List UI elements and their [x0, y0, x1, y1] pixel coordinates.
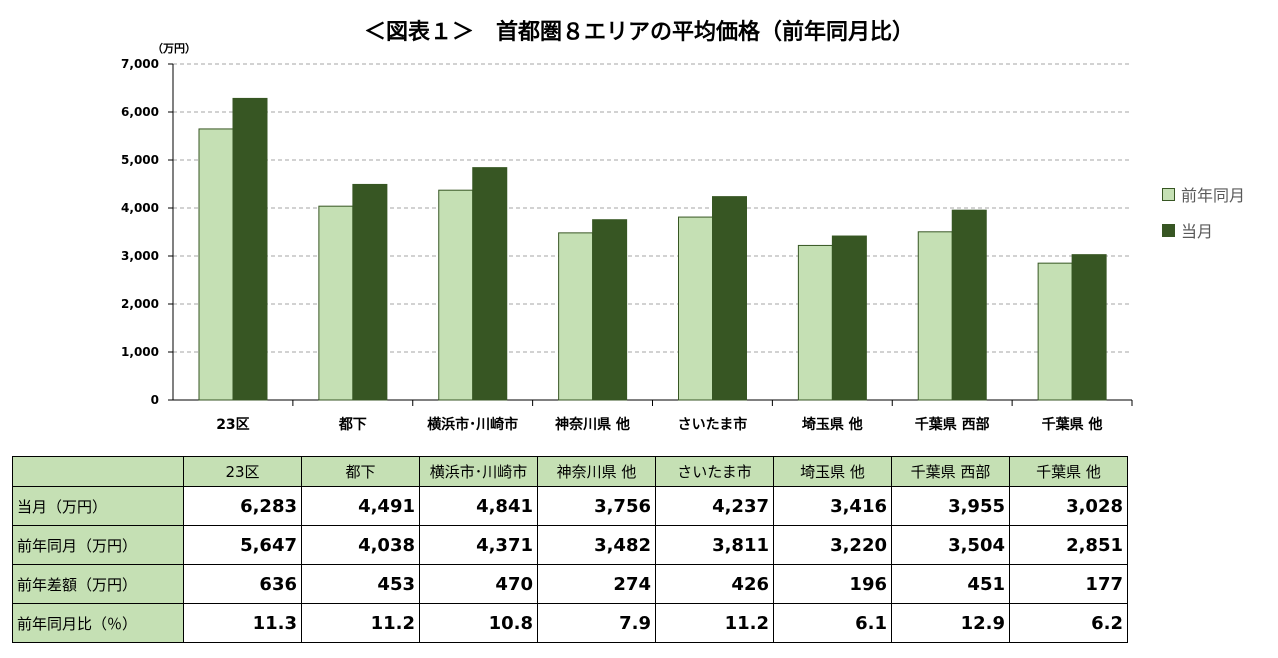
table-cell: 453 [301, 564, 420, 604]
x-tick-label: 埼玉県 他 [802, 416, 863, 433]
table-cell: 2,851 [1009, 525, 1128, 565]
table-cell: 12.9 [891, 603, 1010, 643]
table-cell: 4,371 [419, 525, 538, 565]
legend-label: 前年同月 [1181, 186, 1246, 205]
y-tick-label: 4,000 [121, 201, 159, 215]
row-header: 前年同月比（％） [12, 603, 184, 643]
table-cell: 3,416 [773, 486, 892, 526]
legend-swatch [1162, 223, 1175, 237]
table-cell: 3,028 [1009, 486, 1128, 526]
table-cell: 5,647 [183, 525, 302, 565]
bar-prev [198, 128, 234, 401]
table-cell: 7.9 [537, 603, 656, 643]
x-tick-label: 千葉県 他 [1042, 416, 1103, 433]
bar-current [352, 183, 388, 401]
legend-item-current: 当月 [1162, 218, 1213, 242]
bar-prev [917, 231, 953, 401]
y-tick-label: 7,000 [121, 57, 159, 71]
x-tick-label: 都下 [338, 417, 367, 433]
table-cell: 470 [419, 564, 538, 604]
table-cell: 11.3 [183, 603, 302, 643]
bar-chart: 0 1,000 2,000 3,000 4,000 5,000 6,000 7,000 23区 都… [121, 57, 1133, 433]
column-header: さいたま市 [655, 456, 774, 487]
bar-prev [1037, 262, 1073, 401]
column-header: 千葉県 他 [1009, 456, 1128, 487]
corner-cell [12, 456, 184, 487]
row-header: 前年差額（万円） [12, 564, 184, 604]
table-cell: 6,283 [183, 486, 302, 526]
table-cell: 6.1 [773, 603, 892, 643]
table-cell: 274 [537, 564, 656, 604]
y-tick-label: 1,000 [121, 345, 159, 359]
legend-swatch [1162, 187, 1175, 201]
column-header: 埼玉県 他 [773, 456, 892, 487]
column-header: 都下 [301, 456, 420, 487]
table-row: 前年同月（万円） 5,647 4,038 4,371 3,482 3,811 3,220 3,… [12, 525, 1128, 565]
y-axis-unit: （万円） [152, 42, 196, 55]
column-header: 横浜市･川崎市 [419, 456, 538, 487]
y-tick-label: 2,000 [121, 297, 159, 311]
table-cell: 636 [183, 564, 302, 604]
bar-prev [318, 205, 354, 401]
table-row: 当月（万円） 6,283 4,491 4,841 3,756 4,237 3,416 3,95… [12, 486, 1128, 526]
bar-prev [438, 189, 474, 401]
bar-current [951, 209, 987, 401]
bar-current [592, 219, 628, 401]
table-cell: 10.8 [419, 603, 538, 643]
column-header: 千葉県 西部 [891, 456, 1010, 487]
bar-current [712, 196, 747, 401]
table-cell: 3,220 [773, 525, 892, 565]
legend-label: 当月 [1181, 222, 1214, 241]
legend-item-prev: 前年同月 [1162, 182, 1245, 206]
bar-prev [797, 244, 833, 401]
y-tick-label: 5,000 [121, 153, 159, 167]
bar-prev [678, 216, 713, 401]
bar-current [831, 235, 867, 401]
table-cell: 177 [1009, 564, 1128, 604]
table-cell: 4,038 [301, 525, 420, 565]
table-row: 前年同月比（％） 11.3 11.2 10.8 7.9 11.2 6.1 12.9 6.2 [12, 603, 1128, 643]
row-header: 前年同月（万円） [12, 525, 184, 565]
y-tick-label: 3,000 [121, 249, 159, 263]
y-tick-label: 6,000 [121, 105, 159, 119]
table-cell: 11.2 [655, 603, 774, 643]
table-cell: 426 [655, 564, 774, 604]
bar-current [1071, 254, 1107, 401]
table-cell: 4,841 [419, 486, 538, 526]
table-cell: 4,237 [655, 486, 774, 526]
y-tick-label: 0 [151, 393, 159, 407]
table-cell: 3,811 [655, 525, 774, 565]
table-cell: 3,482 [537, 525, 656, 565]
bar-current [232, 97, 268, 401]
table-cell: 451 [891, 564, 1010, 604]
x-tick-label: 神奈川県 他 [555, 416, 630, 433]
table-header-row: 23区 都下 横浜市･川崎市 神奈川県 他さいたま市 埼玉県 他千葉県 西部 千葉県 他 [12, 456, 1128, 487]
table-cell: 4,491 [301, 486, 420, 526]
bar-prev [558, 232, 594, 401]
x-tick-label: 千葉県 西部 [915, 416, 990, 433]
row-header: 当月（万円） [12, 486, 184, 526]
table-cell: 3,504 [891, 525, 1010, 565]
table-cell: 11.2 [301, 603, 420, 643]
chart-title: ＜図表１＞ 首都圏８エリアの平均価格（前年同月比） [363, 20, 914, 45]
data-table: 23区 都下 横浜市･川崎市 神奈川県 他さいたま市 埼玉県 他千葉県 西部 千葉県 他当… [12, 456, 1128, 643]
table-row: 前年差額（万円） 636 453 470 274 426 196 451 177 [12, 564, 1128, 604]
x-tick-label: 横浜市･川崎市 [427, 416, 518, 433]
table-cell: 6.2 [1009, 603, 1128, 643]
table-cell: 196 [773, 564, 892, 604]
x-tick-label: 23区 [216, 417, 249, 433]
column-header: 神奈川県 他 [537, 456, 656, 487]
column-header: 23区 [183, 456, 302, 487]
table-cell: 3,955 [891, 486, 1010, 526]
x-tick-label: さいたま市 [678, 416, 748, 433]
bar-current [472, 167, 508, 401]
table-cell: 3,756 [537, 486, 656, 526]
